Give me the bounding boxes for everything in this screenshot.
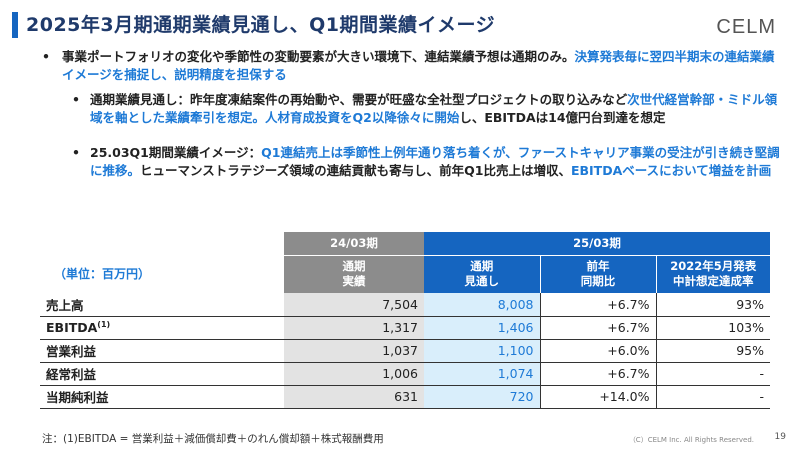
cell-yoy: +6.0% bbox=[539, 339, 656, 363]
unit-label: （単位：百万円） bbox=[54, 266, 151, 281]
col-header-plan: 2022年5月発表 中計想定達成率 bbox=[655, 254, 770, 293]
row-label: EBITDA(1) bbox=[40, 316, 284, 340]
main-bullet-highlight: 決算発表毎に翌四半期末の連結業績イメージを捕捉し、説明精度を担保する bbox=[62, 49, 775, 82]
col-header-yoy-line1: 前年 bbox=[586, 259, 610, 274]
cell-forecast: 720 bbox=[424, 385, 540, 409]
main-bullet: 事業ポートフォリオの変化や季節性の変動要素が大きい環境下、連結業績予想は通期のみ… bbox=[40, 48, 780, 83]
company-logo: CELM bbox=[716, 16, 776, 38]
cell-yoy: +6.7% bbox=[539, 362, 656, 386]
forecast-table: 24/03期 25/03期 （単位：百万円） 通期 実績 通期 見通し 前年 同… bbox=[40, 232, 770, 409]
row-label-text: 売上高 bbox=[46, 297, 84, 313]
group-header-curr: 25/03期 bbox=[424, 232, 770, 255]
main-bullet-text: 事業ポートフォリオの変化や季節性の変動要素が大きい環境下、連結業績予想は通期のみ… bbox=[62, 49, 575, 64]
row-label-text: 営業利益 bbox=[46, 344, 97, 359]
table-row: EBITDA(1) 1,317 1,406 +6.7% 103% bbox=[40, 316, 770, 340]
table-row: 売上高 7,504 8,008 +6.7% 93% bbox=[40, 293, 770, 317]
table-row: 営業利益 1,037 1,100 +6.0% 95% bbox=[40, 339, 770, 363]
cell-yoy: +6.7% bbox=[539, 293, 656, 317]
col-header-actual: 通期 実績 bbox=[284, 254, 424, 293]
sub2-highlight-2: EBITDAベースにおいて増益を計画 bbox=[570, 162, 772, 178]
sub-bullet-full-year: 通期業績見通し：昨年度凍結案件の再始動や、需要が旺盛な全社型プロジェクトの取り込… bbox=[72, 91, 780, 126]
col-header-yoy: 前年 同期比 bbox=[539, 254, 656, 293]
cell-forecast: 1,074 bbox=[424, 362, 540, 386]
page-number: 19 bbox=[774, 432, 786, 442]
cell-actual: 1,317 bbox=[284, 316, 424, 340]
row-label: 売上高 bbox=[40, 293, 284, 317]
table-group-header: 24/03期 25/03期 bbox=[40, 232, 770, 255]
table-column-header: （単位：百万円） 通期 実績 通期 見通し 前年 同期比 2022年5月発表 中… bbox=[40, 254, 770, 293]
cell-plan: 93% bbox=[655, 293, 770, 317]
row-label-text: 経常利益 bbox=[46, 367, 97, 382]
cell-plan: - bbox=[655, 362, 770, 386]
bullet-section: 事業ポートフォリオの変化や季節性の変動要素が大きい環境下、連結業績予想は通期のみ… bbox=[40, 48, 780, 179]
sub1-text-1: 通期業績見通し：昨年度凍結案件の再始動や、需要が旺盛な全社型プロジェクトの取り込… bbox=[90, 92, 615, 107]
sub1-highlight: 次世代経営幹部・ミドル領域を軸とした業績牽引を想定。人材育成投資をQ2以降徐々に… bbox=[90, 92, 778, 125]
cell-actual: 1,006 bbox=[284, 362, 424, 386]
cell-forecast: 1,100 bbox=[424, 339, 540, 363]
col-header-actual-line1: 通期 bbox=[342, 259, 366, 274]
row-label-sup: (1) bbox=[97, 319, 111, 329]
row-label: 経常利益 bbox=[40, 362, 284, 386]
col-header-forecast-line2: 見通し bbox=[464, 274, 500, 289]
row-label-text: EBITDA bbox=[46, 320, 98, 336]
row-label: 当期純利益 bbox=[40, 385, 284, 409]
row-label-text: 当期純利益 bbox=[46, 390, 109, 405]
title-accent-bar bbox=[12, 12, 18, 38]
cell-actual: 7,504 bbox=[284, 293, 424, 317]
cell-yoy: +14.0% bbox=[539, 385, 656, 409]
footnote: 注：(1)EBITDA = 営業利益＋減価償却費＋のれん償却額＋株式報酬費用 bbox=[42, 433, 384, 445]
sub2-highlight-1: Q1連結売上は季節性上例年通り落ち着くが、ファーストキャリア事業の受注が引き続き… bbox=[90, 145, 780, 178]
sub1-text-2: ど bbox=[614, 92, 628, 107]
col-header-plan-line1: 2022年5月発表 bbox=[670, 259, 757, 274]
col-header-actual-line2: 実績 bbox=[342, 274, 366, 289]
sub1-text-3: し、EBITDAは14億円台到達を想定 bbox=[459, 109, 666, 125]
cell-actual: 631 bbox=[284, 385, 424, 409]
table-row: 経常利益 1,006 1,074 +6.7% - bbox=[40, 362, 770, 386]
col-header-plan-line2: 中計想定達成率 bbox=[673, 274, 754, 289]
col-header-yoy-line2: 同期比 bbox=[580, 274, 616, 289]
cell-forecast: 1,406 bbox=[424, 316, 540, 340]
cell-plan: - bbox=[655, 385, 770, 409]
cell-plan: 95% bbox=[655, 339, 770, 363]
col-header-forecast: 通期 見通し bbox=[424, 254, 540, 293]
cell-actual: 1,037 bbox=[284, 339, 424, 363]
table-row: 当期純利益 631 720 +14.0% - bbox=[40, 385, 770, 409]
sub2-text-1: 25.03Q1期間業績イメージ： bbox=[90, 145, 262, 160]
copyright: （C）CELM Inc. All Rights Reserved. bbox=[628, 436, 754, 444]
title-bar: 2025年3月期通期業績見通し、Q1期間業績イメージ CELM bbox=[0, 0, 800, 50]
sub-bullet-q1: 25.03Q1期間業績イメージ：Q1連結売上は季節性上例年通り落ち着くが、ファー… bbox=[72, 144, 780, 179]
cell-plan: 103% bbox=[655, 316, 770, 340]
group-header-prev: 24/03期 bbox=[284, 232, 424, 255]
cell-forecast: 8,008 bbox=[424, 293, 540, 317]
sub2-text-2: ヒューマンストラテジーズ領域の連結貢献も寄与し、前年Q1比売上は増収、 bbox=[140, 162, 571, 178]
cell-yoy: +6.7% bbox=[539, 316, 656, 340]
row-label: 営業利益 bbox=[40, 339, 284, 363]
page-title: 2025年3月期通期業績見通し、Q1期間業績イメージ bbox=[26, 14, 496, 36]
col-header-forecast-line1: 通期 bbox=[470, 259, 494, 274]
